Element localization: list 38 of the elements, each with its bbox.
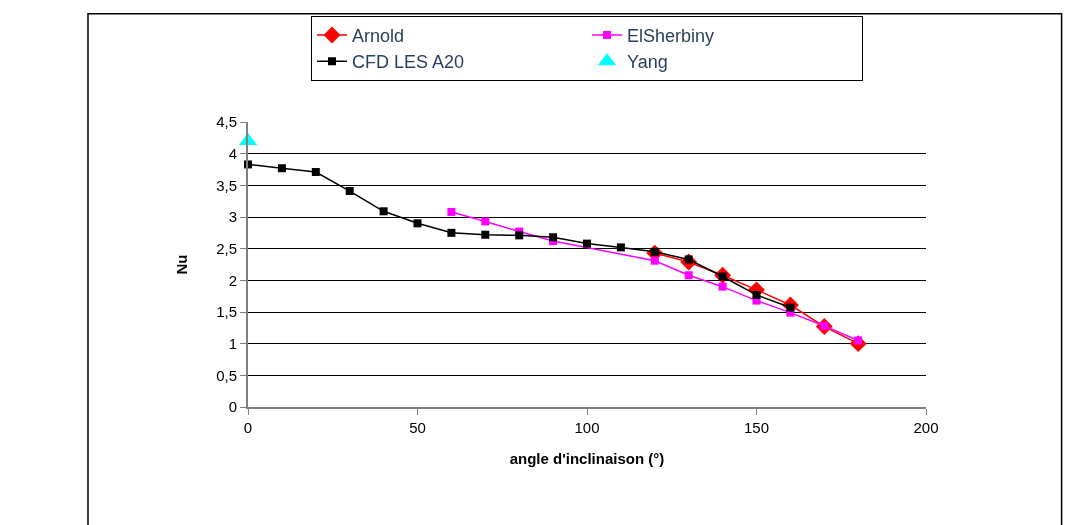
y-tick-label: 4,5 [216, 113, 237, 131]
x-tick-label: 50 [409, 419, 426, 436]
point [345, 187, 354, 196]
point [413, 219, 422, 228]
x-tick-label: 200 [913, 419, 939, 436]
point [277, 164, 286, 173]
point [752, 290, 761, 299]
point [718, 282, 727, 291]
y-tick-label: 2 [228, 271, 237, 289]
y-tick-label: 1 [228, 334, 237, 352]
x-tick-label: 0 [243, 419, 253, 436]
x-axis-title: angle d'inclinaison (°) [509, 449, 665, 467]
point [311, 168, 320, 177]
point [515, 231, 524, 240]
point [447, 207, 456, 216]
legend-label: ElSherbiny [627, 25, 715, 46]
x-tick-label: 100 [574, 419, 600, 436]
y-tick-label: 2,5 [216, 239, 237, 257]
point [583, 239, 591, 248]
y-axis-title: Nu [172, 254, 190, 275]
point [447, 228, 456, 237]
y-tick-label: 0,5 [216, 366, 237, 384]
point [616, 243, 625, 252]
legend-label: Yang [627, 52, 668, 73]
y-tick-label: 3,5 [216, 176, 237, 194]
point [549, 233, 558, 242]
legend-label: Arnold [352, 25, 405, 46]
point [481, 217, 490, 226]
y-tick-label: 3 [228, 208, 237, 226]
y-tick-label: 1,5 [216, 303, 237, 321]
y-tick-label: 4 [228, 144, 237, 162]
point [684, 271, 693, 280]
point [379, 207, 388, 216]
x-tick-label: 150 [743, 419, 770, 436]
point [481, 230, 490, 239]
point [650, 256, 659, 265]
y-tick-label: 0 [228, 398, 237, 416]
legend-label: CFD LES A20 [352, 52, 465, 73]
